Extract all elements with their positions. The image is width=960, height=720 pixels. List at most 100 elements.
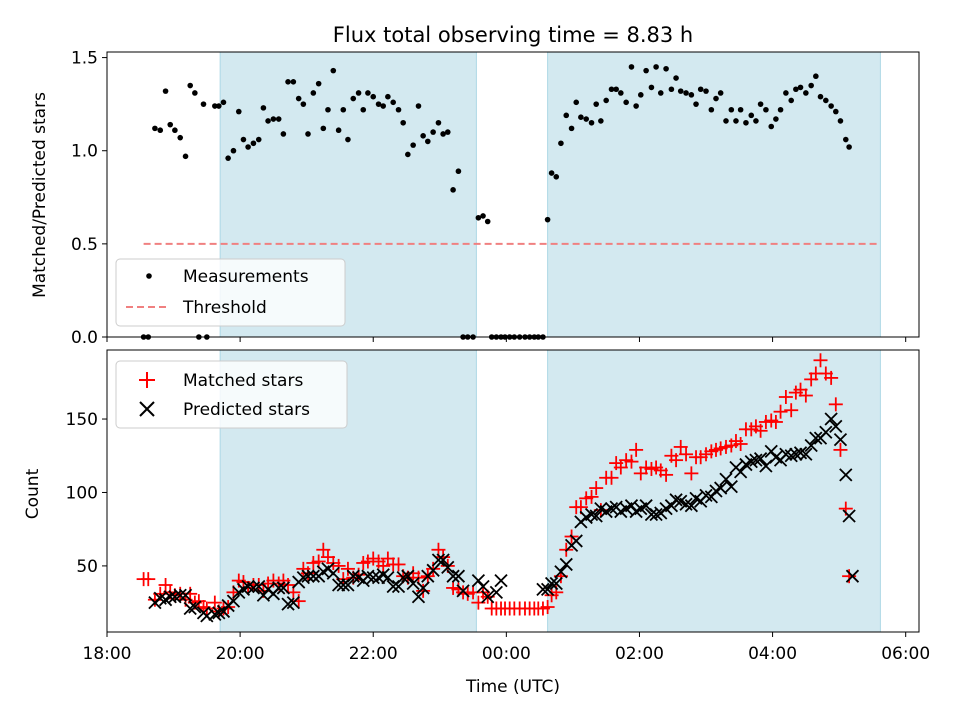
predicted-star-point xyxy=(824,412,838,426)
predicted-star-point xyxy=(749,453,763,467)
ratio-legend: Measurements Threshold xyxy=(115,258,346,327)
measurement-point xyxy=(435,119,442,126)
measurement-point xyxy=(618,90,624,96)
measurement-point xyxy=(230,147,237,154)
predicted-star-point xyxy=(839,468,853,482)
matched-star-point xyxy=(784,403,799,418)
measurement-point xyxy=(833,108,839,115)
measurement-point xyxy=(553,174,560,180)
legend-matched-marker xyxy=(139,372,155,388)
predicted-star-point xyxy=(446,569,460,583)
measurement-point xyxy=(598,118,604,124)
measurement-point xyxy=(385,93,391,100)
measurement-point xyxy=(325,106,331,113)
measurement-point xyxy=(683,90,689,96)
measurement-point xyxy=(177,134,184,141)
matched-star-point xyxy=(824,370,839,385)
predicted-star-point xyxy=(396,571,410,585)
predicted-star-point xyxy=(549,576,563,591)
matched-star-point xyxy=(331,558,346,573)
matched-star-point xyxy=(753,423,768,438)
matched-star-point xyxy=(733,437,748,451)
measurement-point xyxy=(395,106,402,113)
measurement-point xyxy=(793,86,799,93)
measurement-point xyxy=(603,97,609,104)
measurement-point xyxy=(837,118,844,124)
measurement-point xyxy=(410,142,416,148)
measurement-point xyxy=(480,213,486,219)
x-tick-label: 00:00 xyxy=(482,644,531,664)
predicted-star-point xyxy=(431,553,446,567)
predicted-star-point xyxy=(540,582,555,597)
predicted-star-point xyxy=(252,579,266,594)
predicted-star-point xyxy=(829,419,843,434)
measurement-point xyxy=(440,131,446,137)
predicted-star-point xyxy=(489,585,503,599)
legend-matched-label: Matched stars xyxy=(183,371,303,391)
measurement-point xyxy=(633,103,639,109)
matched-star-point xyxy=(376,558,391,573)
measurement-point xyxy=(842,136,849,143)
predicted-star-point xyxy=(200,609,214,623)
measurement-point xyxy=(235,108,242,115)
measurement-point xyxy=(568,125,575,132)
measurement-point xyxy=(797,84,804,91)
predicted-star-point xyxy=(604,501,619,516)
matched-star-point xyxy=(684,466,699,481)
predicted-star-point xyxy=(833,432,848,447)
predicted-star-point xyxy=(436,553,450,567)
measurement-point xyxy=(673,75,679,81)
measurement-point xyxy=(708,106,715,113)
matched-star-point xyxy=(540,600,555,615)
measurement-point xyxy=(657,90,664,96)
predicted-star-point xyxy=(744,454,758,469)
matched-star-point xyxy=(141,572,156,587)
measurement-point xyxy=(717,90,724,96)
count-axes-frame xyxy=(106,349,920,633)
measurement-point xyxy=(608,86,615,93)
measurement-point xyxy=(265,118,271,124)
measurement-point xyxy=(455,168,462,175)
measurement-point xyxy=(637,92,644,98)
ratio-panel: 0.0 0.5 1.0 1.5 Matched/Predicted stars Mea… xyxy=(30,49,920,348)
measurement-point xyxy=(653,64,659,70)
predicted-star-point xyxy=(188,600,202,614)
measurement-point xyxy=(823,97,829,104)
measurement-point xyxy=(573,99,580,106)
measurement-point xyxy=(813,73,819,80)
predicted-star-point xyxy=(649,507,663,522)
measurement-point xyxy=(172,127,178,134)
measurement-point xyxy=(192,90,198,96)
predicted-star-point xyxy=(789,447,803,461)
ratio-y-tick-label: 0.0 xyxy=(71,328,98,348)
predicted-star-point xyxy=(684,499,699,513)
measurement-point xyxy=(270,116,277,122)
predicted-star-point xyxy=(554,565,568,579)
legend-predicted-marker xyxy=(139,401,155,417)
shaded-interval xyxy=(547,350,881,632)
matched-star-point xyxy=(604,470,619,485)
predicted-star-point xyxy=(799,447,813,461)
measurement-point xyxy=(182,153,189,160)
measurement-point xyxy=(693,101,699,107)
measurement-point xyxy=(663,65,669,72)
ratio-x-ticks xyxy=(106,337,907,342)
measurement-point xyxy=(430,129,436,135)
predicted-star-point xyxy=(804,438,818,453)
predicted-star-point xyxy=(819,425,833,439)
predicted-star-point xyxy=(842,509,856,523)
measurement-point xyxy=(167,121,174,128)
measurement-point xyxy=(628,64,635,70)
x-tick-label: 18:00 xyxy=(83,644,132,664)
matched-star-point xyxy=(281,578,296,592)
measurement-point xyxy=(425,138,431,145)
predicted-star-point xyxy=(183,601,197,616)
matched-star-point xyxy=(183,586,198,601)
measurement-point xyxy=(788,97,795,104)
measurement-point xyxy=(340,106,347,113)
matched-star-point xyxy=(629,442,644,457)
measurement-point xyxy=(688,92,695,98)
measurement-point xyxy=(355,90,362,96)
measurement-point xyxy=(803,90,809,96)
ratio-y-ticks: 0.0 0.5 1.0 1.5 xyxy=(71,49,107,348)
